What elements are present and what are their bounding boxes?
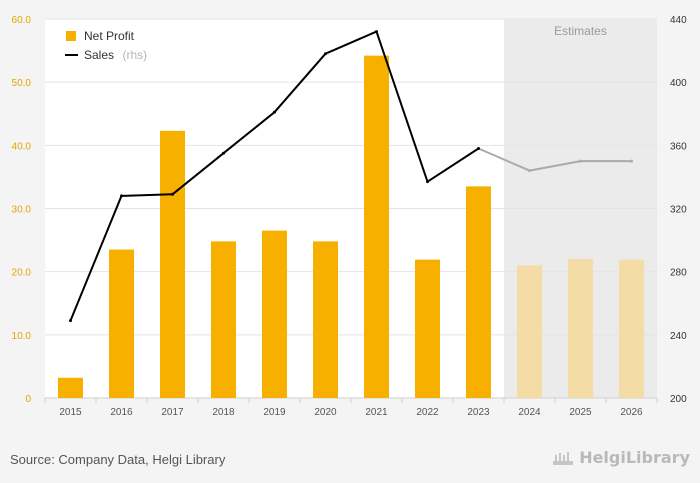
sales-point-2021 xyxy=(375,30,378,34)
right-tick-label: 360 xyxy=(670,141,687,152)
legend-sales-suffix: (rhs) xyxy=(122,48,147,62)
net-profit-bar-2019 xyxy=(262,230,287,398)
x-tick-label: 2017 xyxy=(161,407,184,418)
x-tick-label: 2019 xyxy=(263,407,286,418)
x-tick-label: 2016 xyxy=(110,407,133,418)
right-axis: 200 240 280 320 360 400 440 xyxy=(670,15,687,405)
x-tick-label: 2015 xyxy=(59,407,82,418)
sales-point-2022 xyxy=(426,180,429,184)
sales-point-2015 xyxy=(69,319,72,323)
chart: Estimates 2015 2016 2017 2018 2019 2020 2021 20… xyxy=(12,15,688,418)
library-icon xyxy=(553,451,574,465)
x-tick-label: 2022 xyxy=(416,407,439,418)
legend-sales-name: Sales xyxy=(84,48,114,62)
net-profit-bar-2016 xyxy=(109,249,134,398)
net-profit-bars xyxy=(58,55,644,399)
net-profit-bar-2018 xyxy=(211,241,236,398)
x-tick-label: 2021 xyxy=(365,407,388,418)
sales-line-estimate xyxy=(478,147,632,172)
net-profit-bar-2026 xyxy=(619,259,644,398)
net-profit-bar-2025 xyxy=(568,259,593,398)
right-tick-label: 440 xyxy=(670,15,687,26)
left-tick-label: 60.0 xyxy=(12,15,32,26)
sales-point-2019 xyxy=(273,110,276,114)
left-tick-label: 10.0 xyxy=(12,331,32,342)
source-note: Source: Company Data, Helgi Library xyxy=(10,452,226,467)
left-tick-label: 0 xyxy=(25,394,31,405)
net-profit-bar-2023 xyxy=(466,186,491,398)
estimates-label: Estimates xyxy=(554,24,607,38)
left-tick-label: 50.0 xyxy=(12,78,32,89)
sales-point-2025 xyxy=(579,159,582,163)
x-tick-label: 2024 xyxy=(518,407,541,418)
right-tick-label: 200 xyxy=(670,394,687,405)
right-tick-label: 400 xyxy=(670,78,687,89)
right-tick-label: 280 xyxy=(670,268,687,279)
sales-point-2018 xyxy=(222,151,225,155)
sales-point-2026 xyxy=(630,159,633,163)
sales-point-2024 xyxy=(528,169,531,173)
net-profit-bar-2020 xyxy=(313,241,338,398)
x-tick-label: 2026 xyxy=(620,407,643,418)
right-tick-label: 320 xyxy=(670,205,687,216)
net-profit-bar-2017 xyxy=(160,130,185,398)
sales-line xyxy=(69,30,633,323)
left-tick-label: 20.0 xyxy=(12,268,32,279)
x-tick-label: 2020 xyxy=(314,407,337,418)
legend: Net Profit Sales (rhs) xyxy=(65,29,147,63)
x-tick-label: 2023 xyxy=(467,407,490,418)
sales-point-2017 xyxy=(171,192,174,196)
net-profit-bar-2024 xyxy=(517,265,542,398)
net-profit-bar-2015 xyxy=(58,377,83,398)
right-tick-label: 240 xyxy=(670,331,687,342)
sales-point-2020 xyxy=(324,52,327,56)
net-profit-bar-2021 xyxy=(364,55,389,399)
left-axis: 0 10.0 20.0 30.0 40.0 50.0 60.0 xyxy=(12,15,32,405)
sales-point-2016 xyxy=(120,194,123,198)
legend-sales-label: Sales (rhs) xyxy=(84,46,147,63)
x-tick-label: 2018 xyxy=(212,407,235,418)
left-tick-label: 30.0 xyxy=(12,205,32,216)
grid xyxy=(44,18,658,403)
x-tick-label: 2025 xyxy=(569,407,592,418)
x-axis: 2015 2016 2017 2018 2019 2020 2021 2022 2023 2024… xyxy=(59,407,643,418)
brand-name: HelgiLibrary xyxy=(579,448,690,467)
net-profit-bar-2022 xyxy=(415,259,440,398)
legend-net-profit-swatch xyxy=(66,31,76,41)
footer: Source: Company Data, Helgi Library Helg… xyxy=(0,438,700,483)
sales-point-2023 xyxy=(477,146,480,150)
legend-net-profit-label: Net Profit xyxy=(84,29,135,43)
brand-logo[interactable]: HelgiLibrary xyxy=(551,448,690,467)
left-tick-label: 40.0 xyxy=(12,141,32,152)
